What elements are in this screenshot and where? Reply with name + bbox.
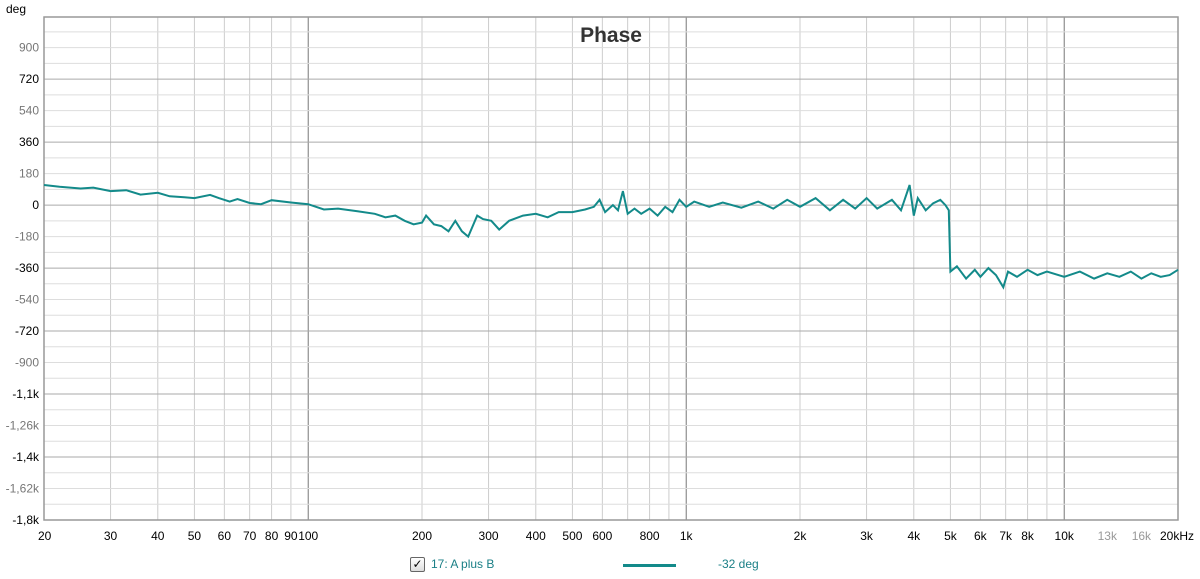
- x-tick-label: 100: [298, 529, 318, 543]
- y-tick-label: -180: [15, 230, 39, 244]
- y-tick-label: 720: [19, 72, 39, 86]
- x-tick-label: 20: [38, 529, 52, 543]
- x-tick-label: 3k: [860, 529, 874, 543]
- plot-frame: [43, 16, 1179, 521]
- y-tick-label: -720: [15, 324, 39, 338]
- y-tick-label: -1,26k: [6, 419, 40, 433]
- x-tick-label: 800: [640, 529, 660, 543]
- y-tick-label: -360: [15, 261, 39, 275]
- y-tick-label: 180: [19, 167, 39, 181]
- series-line: [43, 184, 1179, 290]
- x-tick-label: 6k: [974, 529, 988, 543]
- x-tick-label: 30: [104, 529, 118, 543]
- y-tick-label: 900: [19, 41, 39, 55]
- y-tick-label: -1,1k: [12, 387, 40, 401]
- y-tick-label: 540: [19, 104, 39, 118]
- x-tick-label: 300: [479, 529, 499, 543]
- legend-cursor-value: -32 deg: [718, 557, 759, 571]
- x-tick-label: 7k: [999, 529, 1013, 543]
- x-tick-label: 200: [412, 529, 432, 543]
- y-tick-label: -540: [15, 293, 39, 307]
- legend-line-swatch: [623, 564, 676, 567]
- x-tick-label: 60: [218, 529, 232, 543]
- y-axis-label: deg: [6, 2, 26, 16]
- legend-series-name[interactable]: 17: A plus B: [431, 557, 495, 571]
- x-tick-label: 80: [265, 529, 279, 543]
- x-tick-label: 1k: [680, 529, 694, 543]
- x-tick-label: 50: [188, 529, 202, 543]
- series-checkbox[interactable]: ✓: [410, 557, 425, 572]
- x-tick-label: 90: [284, 529, 298, 543]
- x-tick-label: 500: [562, 529, 582, 543]
- y-tick-label: -1,4k: [12, 450, 40, 464]
- x-tick-label: 13k: [1098, 529, 1118, 543]
- x-tick-label: 40: [151, 529, 165, 543]
- x-tick-label: 20kHz: [1160, 529, 1194, 543]
- grid: [43, 17, 1179, 521]
- y-tick-label: -1,8k: [12, 513, 40, 527]
- chart-title: Phase: [580, 24, 642, 47]
- x-tick-label: 4k: [907, 529, 921, 543]
- x-tick-label: 16k: [1132, 529, 1152, 543]
- y-tick-label: 0: [32, 198, 39, 212]
- x-tick-label: 70: [243, 529, 257, 543]
- x-tick-label: 5k: [944, 529, 958, 543]
- y-tick-labels: 900 720 540 360 180 0 -180 -360 -540 -720 -900 -1,1…: [6, 41, 40, 527]
- y-tick-label: -1,62k: [6, 482, 40, 496]
- y-tick-label: -900: [15, 356, 39, 370]
- x-tick-label: 8k: [1021, 529, 1035, 543]
- x-tick-labels: 20 30 40 50 60 70 80 90 100 200 300 400 500 600 800 1k 2…: [38, 529, 1194, 543]
- x-tick-label: 600: [592, 529, 612, 543]
- x-tick-label: 400: [526, 529, 546, 543]
- x-tick-label: 10k: [1055, 529, 1075, 543]
- y-tick-label: 360: [19, 135, 39, 149]
- x-tick-label: 2k: [794, 529, 808, 543]
